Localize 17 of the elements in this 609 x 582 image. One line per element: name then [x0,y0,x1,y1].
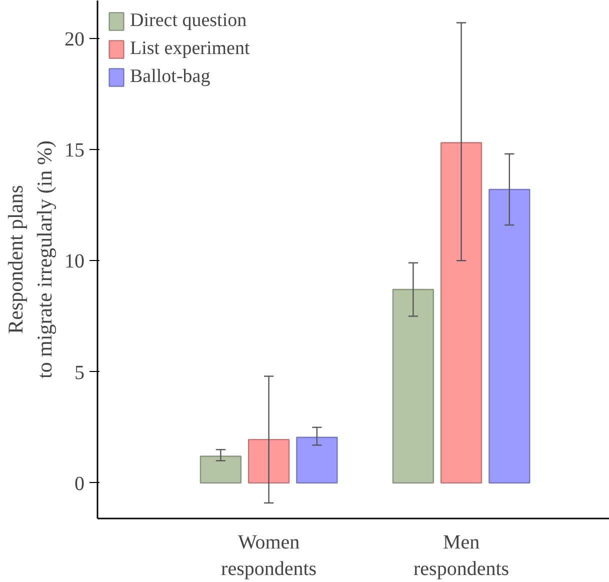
y-tick-label: 5 [74,362,84,384]
x-tick-label: Women respondents [221,532,317,580]
bar [200,456,242,484]
y-tick-label: 0 [74,472,84,495]
y-tick-label: 10 [64,250,84,273]
bar [440,142,482,484]
legend-label: Direct question [130,10,247,32]
bar [392,288,434,484]
bar [248,438,290,484]
y-tick-label: 15 [64,139,84,162]
legend-label: List experiment [130,38,250,60]
bar [488,188,530,484]
bar [296,436,338,484]
legend-label: Ballot-bag [130,66,210,88]
y-axis-title: Respondent plans to migrate irregularly (in %) [4,140,56,378]
y-tick-label: 20 [64,28,84,50]
x-tick-label: Men respondents [414,532,510,580]
